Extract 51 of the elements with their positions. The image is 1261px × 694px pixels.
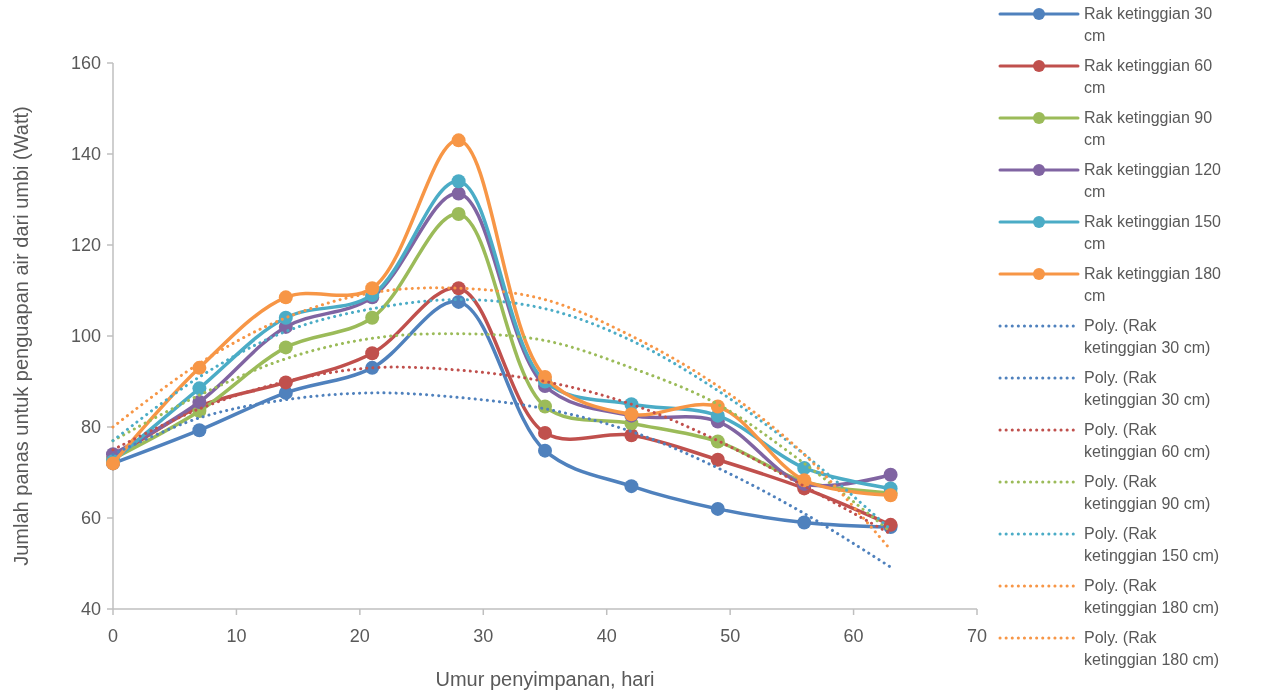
point — [192, 394, 207, 409]
point — [624, 479, 639, 494]
point — [192, 423, 207, 438]
point — [365, 310, 380, 325]
point — [451, 281, 466, 296]
point — [883, 467, 898, 482]
legend-label: Poly. (Rak ketinggian 30 cm) — [1084, 317, 1211, 356]
x-tick-label: 60 — [843, 626, 864, 646]
point — [451, 133, 466, 148]
x-axis-title: Umur penyimpanan, hari — [435, 668, 655, 690]
point — [451, 174, 466, 189]
point — [710, 452, 725, 467]
point — [538, 443, 552, 458]
x-tick-label: 30 — [473, 626, 494, 646]
y-tick-label: 160 — [70, 53, 101, 73]
x-tick-label: 20 — [349, 626, 370, 646]
legend-label: Rak ketinggian 60 cm — [1084, 57, 1213, 96]
point — [365, 346, 380, 361]
point — [192, 381, 207, 396]
point — [710, 501, 725, 516]
x-tick-label: 0 — [107, 626, 119, 646]
legend-label: Poly. (Rak ketinggian 90 cm) — [1084, 473, 1211, 512]
y-tick-label: 100 — [70, 326, 101, 346]
y-tick-label: 140 — [70, 144, 101, 164]
y-tick-label: 80 — [80, 417, 101, 437]
point — [278, 340, 293, 355]
x-tick-label: 70 — [966, 626, 988, 646]
legend-label: Poly. (Rak ketinggian 150 cm) — [1084, 525, 1220, 564]
legend-label: Rak ketinggian 90 cm — [1084, 109, 1213, 148]
point — [538, 369, 552, 384]
y-tick-label: 40 — [80, 599, 101, 619]
x-tick-label: 40 — [596, 626, 617, 646]
legend-label: Poly. (Rak ketinggian 180 cm) — [1084, 577, 1220, 616]
legend-label: Poly. (Rak ketinggian 30 cm) — [1084, 369, 1211, 408]
legend-label: Poly. (Rak ketinggian 60 cm) — [1084, 421, 1211, 460]
legend-label: Rak ketinggian 180 cm — [1084, 265, 1222, 304]
y-tick-label: 60 — [80, 508, 101, 528]
legend-label: Rak ketinggian 150 cm — [1084, 213, 1222, 252]
point — [538, 425, 552, 440]
point — [278, 290, 293, 305]
x-tick-label: 50 — [720, 626, 741, 646]
point — [365, 281, 380, 296]
point — [451, 207, 466, 222]
point — [797, 515, 812, 530]
point — [451, 186, 466, 201]
legend-label: Rak ketinggian 120 cm — [1084, 161, 1222, 200]
legend-label: Poly. (Rak ketinggian 180 cm) — [1084, 629, 1220, 668]
legend-label: Rak ketinggian 30 cm — [1084, 5, 1213, 44]
x-tick-label: 10 — [226, 626, 247, 646]
y-tick-label: 120 — [70, 235, 101, 255]
y-axis-title: Jumlah panas untuk penguapan air dari umbi (Watt) — [10, 106, 32, 566]
